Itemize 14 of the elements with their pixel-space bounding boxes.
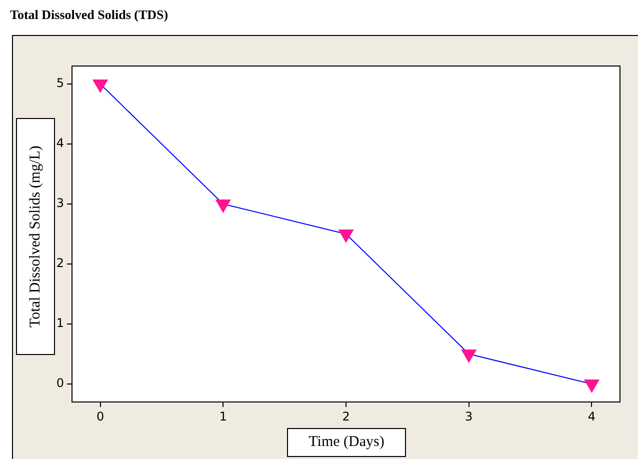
x-axis-title: Time (Days) bbox=[287, 428, 406, 457]
y-tick-label: 0 bbox=[56, 376, 64, 390]
x-tick-label: 4 bbox=[588, 409, 596, 424]
y-axis-title: Total Dissolved Solids (mg/L) bbox=[27, 146, 44, 328]
y-tick-label: 2 bbox=[56, 256, 64, 270]
x-tick-label: 2 bbox=[342, 409, 350, 424]
y-tick-label: 3 bbox=[56, 196, 64, 210]
y-tick-label: 1 bbox=[56, 316, 64, 330]
x-tick-label: 0 bbox=[96, 409, 104, 424]
y-tick-label: 5 bbox=[56, 76, 64, 90]
chart-title: Total Dissolved Solids (TDS) bbox=[10, 7, 168, 23]
x-tick-label: 3 bbox=[465, 409, 473, 424]
y-tick-label: 4 bbox=[56, 136, 64, 150]
x-tick-label: 1 bbox=[219, 409, 227, 424]
